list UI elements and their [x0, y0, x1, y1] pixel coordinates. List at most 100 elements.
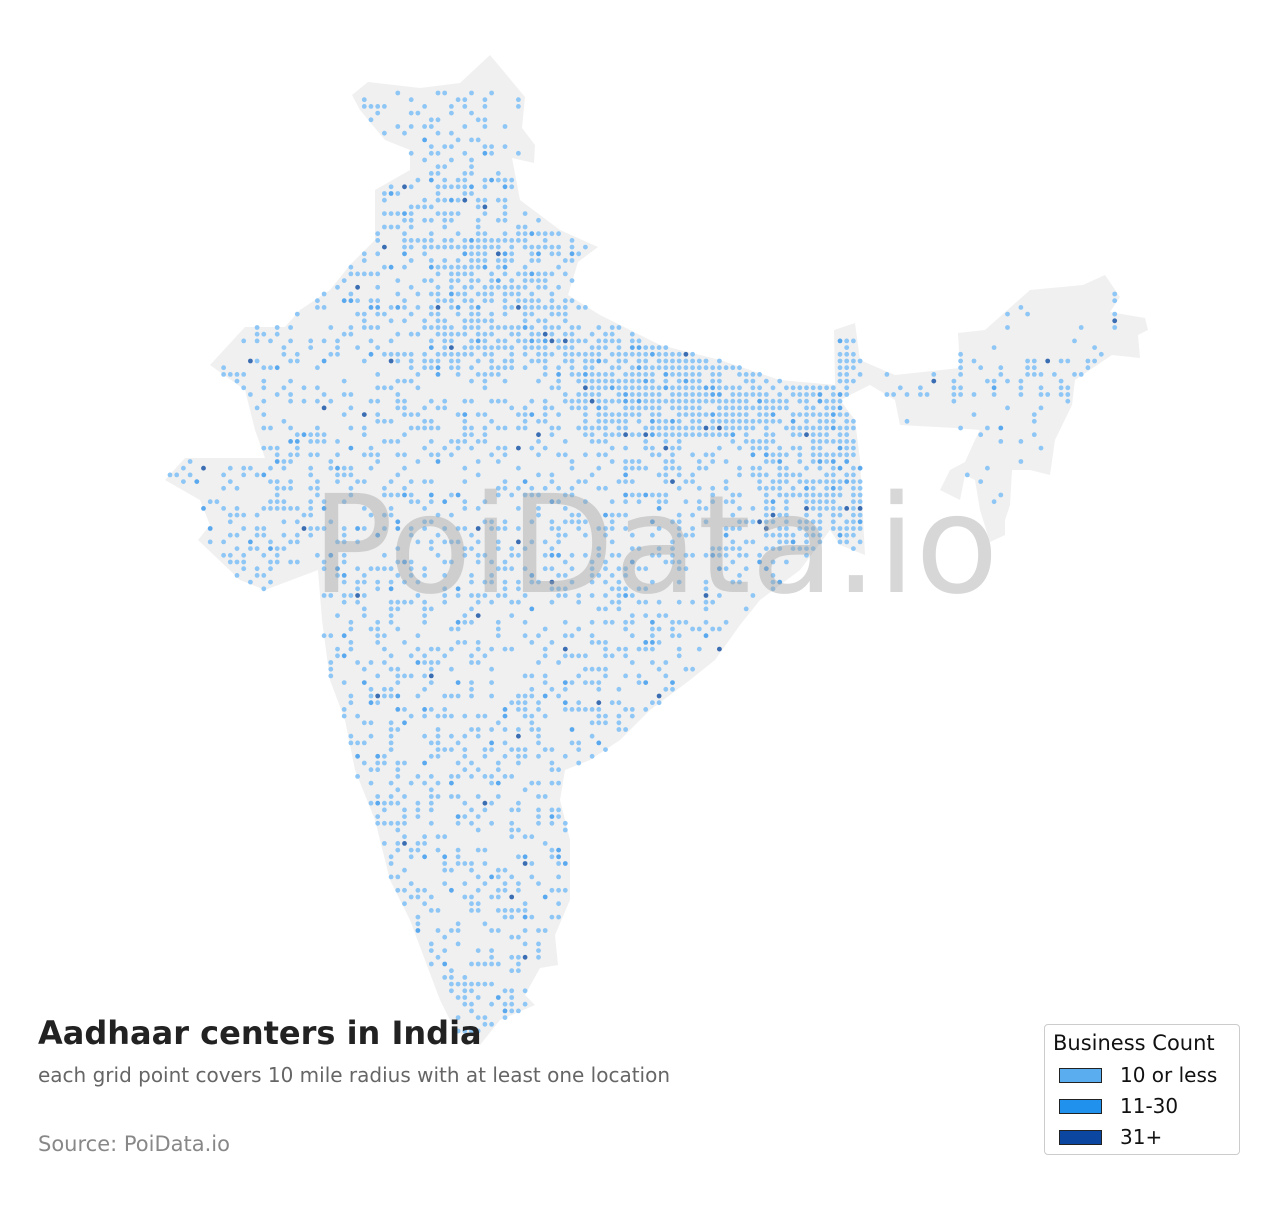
- grid-point: [268, 445, 273, 451]
- grid-point: [516, 465, 521, 471]
- grid-point: [408, 184, 414, 190]
- grid-point: [589, 566, 595, 572]
- grid-point: [355, 345, 360, 350]
- grid-point: [495, 365, 501, 371]
- grid-point: [509, 291, 515, 297]
- grid-point: [837, 432, 843, 438]
- grid-point: [522, 593, 528, 598]
- grid-point: [824, 506, 829, 511]
- grid-point: [636, 398, 642, 404]
- grid-point: [609, 573, 615, 578]
- grid-point: [462, 640, 468, 645]
- grid-point: [428, 707, 434, 712]
- grid-point: [375, 271, 381, 277]
- grid-point: [315, 298, 320, 304]
- grid-point: [643, 439, 649, 444]
- grid-point: [502, 271, 508, 277]
- grid-point: [469, 351, 474, 357]
- grid-point: [589, 472, 595, 478]
- grid-point: [683, 405, 689, 411]
- grid-point: [804, 425, 809, 431]
- grid-point: [717, 425, 722, 431]
- grid-point: [455, 1015, 461, 1020]
- grid-point: [797, 398, 803, 404]
- grid-point: [435, 244, 441, 250]
- grid-point: [449, 271, 454, 277]
- grid-point: [810, 445, 816, 451]
- grid-point: [348, 298, 354, 304]
- grid-point: [777, 378, 783, 384]
- grid-point: [355, 599, 360, 605]
- grid-point: [402, 579, 407, 585]
- grid-point: [435, 271, 441, 277]
- grid-point: [469, 894, 474, 900]
- grid-point: [810, 499, 816, 505]
- grid-point: [268, 539, 273, 545]
- grid-point: [710, 552, 716, 558]
- grid-point: [281, 418, 287, 424]
- grid-point: [489, 365, 494, 371]
- grid-point: [797, 425, 803, 431]
- grid-point: [730, 539, 736, 545]
- grid-point: [596, 526, 602, 531]
- grid-point: [422, 653, 427, 659]
- grid-point: [556, 767, 561, 773]
- grid-point: [891, 392, 896, 397]
- grid-point: [321, 506, 327, 511]
- grid-point: [375, 110, 381, 116]
- grid-point: [475, 372, 481, 377]
- grid-point: [415, 633, 421, 639]
- grid-point: [382, 552, 387, 558]
- grid-point: [408, 351, 414, 357]
- grid-point: [609, 412, 615, 417]
- grid-point: [422, 526, 427, 531]
- grid-point: [516, 445, 521, 451]
- grid-point: [428, 231, 434, 237]
- grid-point: [830, 452, 836, 458]
- grid-point: [402, 807, 407, 813]
- grid-point: [991, 378, 997, 384]
- grid-point: [341, 378, 347, 384]
- grid-point: [375, 385, 381, 391]
- grid-point: [187, 472, 193, 478]
- grid-point: [516, 485, 521, 491]
- grid-point: [616, 365, 622, 371]
- grid-point: [227, 512, 233, 518]
- grid-point: [690, 432, 695, 438]
- grid-point: [562, 439, 568, 444]
- grid-point: [804, 532, 809, 538]
- grid-point: [810, 405, 816, 411]
- grid-point: [341, 579, 347, 585]
- grid-point: [522, 928, 528, 933]
- grid-point: [1025, 372, 1030, 377]
- grid-point: [790, 532, 796, 538]
- grid-point: [522, 954, 528, 960]
- grid-point: [388, 686, 394, 692]
- grid-point: [536, 432, 541, 438]
- grid-point: [562, 700, 568, 706]
- grid-point: [750, 418, 756, 424]
- grid-point: [1058, 385, 1064, 391]
- grid-point: [770, 405, 776, 411]
- grid-point: [489, 559, 494, 565]
- grid-point: [797, 385, 803, 391]
- grid-point: [556, 284, 561, 290]
- grid-point: [335, 439, 340, 444]
- grid-point: [489, 961, 494, 967]
- grid-point: [757, 418, 762, 424]
- grid-point: [335, 566, 340, 572]
- grid-point: [703, 425, 709, 431]
- grid-point: [308, 452, 314, 458]
- grid-point: [301, 385, 307, 391]
- grid-point: [529, 713, 535, 719]
- grid-point: [294, 452, 300, 458]
- grid-point: [509, 405, 515, 411]
- grid-point: [542, 841, 548, 846]
- grid-point: [830, 385, 836, 391]
- grid-point: [462, 499, 468, 505]
- grid-point: [435, 908, 441, 913]
- grid-point: [569, 579, 575, 585]
- grid-point: [442, 325, 448, 330]
- grid-point: [589, 439, 595, 444]
- grid-point: [495, 278, 501, 283]
